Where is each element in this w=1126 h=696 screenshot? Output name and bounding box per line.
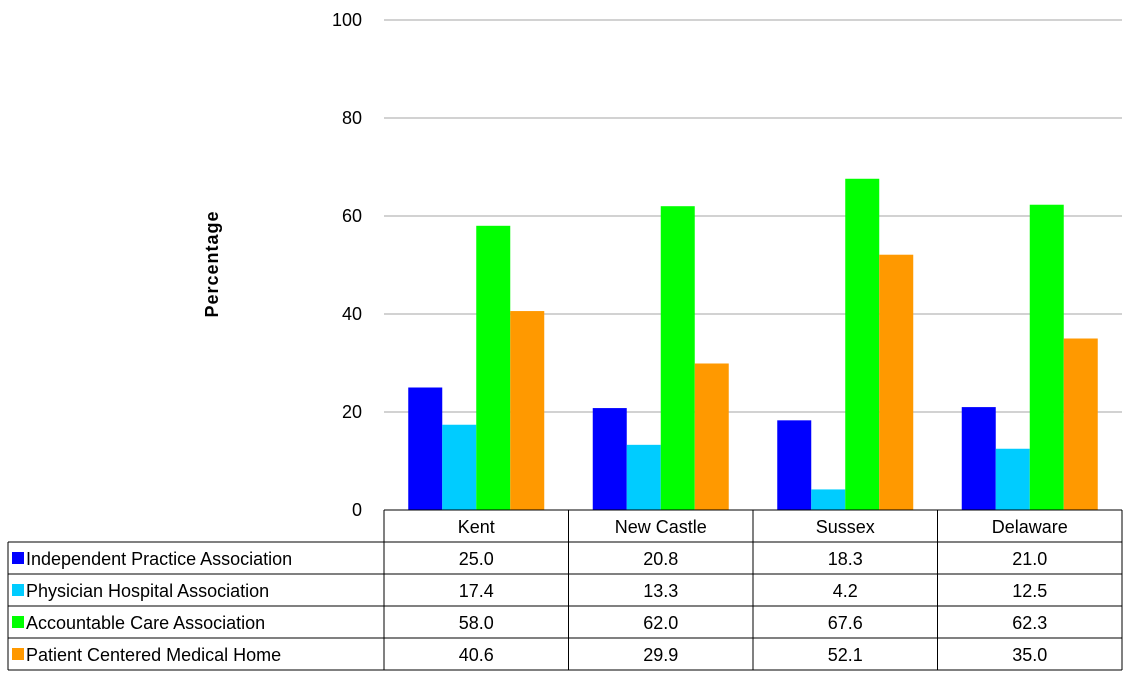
category-label: Kent xyxy=(458,517,495,537)
y-tick-label: 0 xyxy=(352,500,362,520)
legend-key xyxy=(12,584,24,596)
bar xyxy=(694,363,729,510)
data-label: 62.0 xyxy=(643,613,678,633)
data-label: 62.3 xyxy=(1012,613,1047,633)
data-label: 18.3 xyxy=(828,549,863,569)
legend-entry: Independent Practice Association xyxy=(26,549,292,569)
bar xyxy=(476,225,511,511)
bar xyxy=(510,311,545,510)
data-label: 67.6 xyxy=(828,613,863,633)
y-tick-label: 80 xyxy=(342,108,362,128)
data-label: 20.8 xyxy=(643,549,678,569)
y-tick-label: 60 xyxy=(342,206,362,226)
bar xyxy=(845,178,880,510)
y-tick-label: 20 xyxy=(342,402,362,422)
bar xyxy=(777,420,812,510)
bar xyxy=(1029,204,1064,511)
legend-key xyxy=(12,648,24,660)
legend-key xyxy=(12,616,24,628)
bar xyxy=(442,424,477,510)
y-tick-label: 40 xyxy=(342,304,362,324)
bar xyxy=(626,444,661,510)
data-label: 12.5 xyxy=(1012,581,1047,601)
data-label: 13.3 xyxy=(643,581,678,601)
data-label: 4.2 xyxy=(833,581,858,601)
legend-entry: Patient Centered Medical Home xyxy=(26,645,281,665)
bar xyxy=(879,254,914,510)
data-table: Kent New Castle Sussex Delaware Independent … xyxy=(7,509,1123,671)
bar xyxy=(660,206,695,510)
data-label: 29.9 xyxy=(643,645,678,665)
bar xyxy=(995,448,1030,510)
data-label: 21.0 xyxy=(1012,549,1047,569)
legend-entry: Physician Hospital Association xyxy=(26,581,269,601)
bar xyxy=(408,387,443,510)
category-label: New Castle xyxy=(615,517,707,537)
bar xyxy=(592,408,627,510)
bar xyxy=(1063,338,1098,510)
legend-key xyxy=(12,552,24,564)
data-label: 35.0 xyxy=(1012,645,1047,665)
data-label: 52.1 xyxy=(828,645,863,665)
category-label: Sussex xyxy=(816,517,875,537)
data-label: 40.6 xyxy=(459,645,494,665)
bar xyxy=(961,407,996,510)
bar xyxy=(811,489,846,510)
data-label: 25.0 xyxy=(459,549,494,569)
data-label: 17.4 xyxy=(459,581,494,601)
legend-entry: Accountable Care Association xyxy=(26,613,265,633)
category-label: Delaware xyxy=(992,517,1068,537)
bars xyxy=(408,178,1098,511)
y-tick-label: 100 xyxy=(332,10,362,30)
y-axis-title: Percentage xyxy=(202,210,222,317)
data-label: 58.0 xyxy=(459,613,494,633)
y-tick-labels: 0 20 40 60 80 100 xyxy=(332,10,362,520)
